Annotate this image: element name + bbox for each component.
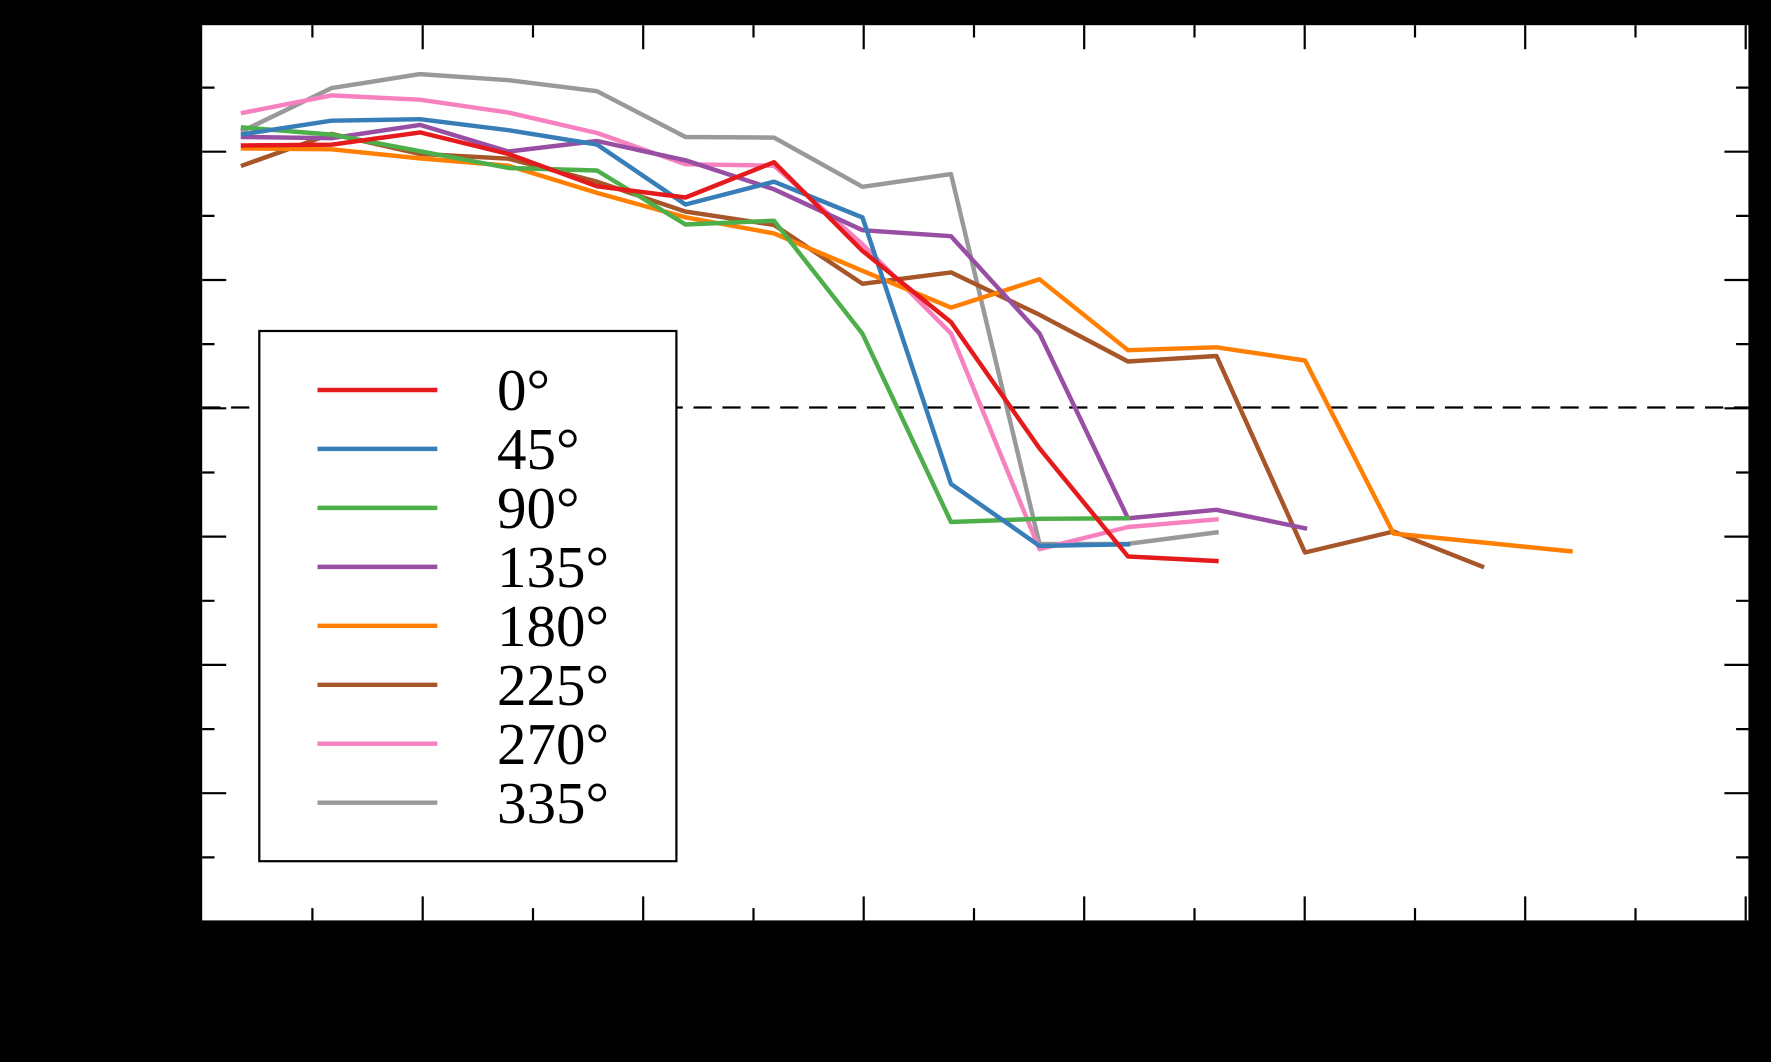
svg-text:225°: 225° — [497, 652, 609, 718]
svg-text:0°: 0° — [497, 357, 550, 423]
svg-text:335°: 335° — [497, 770, 609, 836]
svg-text:180°: 180° — [497, 593, 609, 659]
svg-text:90°: 90° — [497, 475, 580, 541]
svg-text:45°: 45° — [497, 416, 580, 482]
svg-text:135°: 135° — [497, 534, 609, 600]
svg-text:270°: 270° — [497, 711, 609, 777]
